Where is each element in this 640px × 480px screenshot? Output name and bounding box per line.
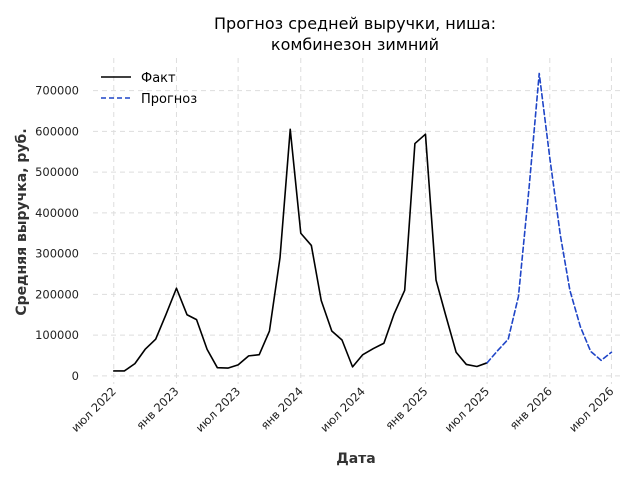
tick-labels: 0 100000 200000 300000 400000 500000 600000 700… (35, 84, 616, 435)
series-line-fact (112, 128, 488, 372)
x-tick-label: янв 2023 (133, 384, 181, 432)
y-tick-label: 700000 (35, 84, 79, 98)
legend-label: Факт (141, 71, 176, 86)
x-tick-label: июл 2024 (317, 384, 368, 435)
x-tick-label: июл 2025 (442, 384, 493, 435)
y-tick-label: 500000 (35, 165, 79, 179)
x-tick-label: янв 2025 (382, 384, 430, 432)
x-axis-label: Дата (336, 451, 375, 467)
series-line-forecast (486, 72, 613, 364)
x-tick-label: янв 2024 (258, 384, 306, 432)
y-tick-label: 300000 (35, 247, 79, 261)
legend-label: Прогноз (141, 92, 197, 107)
y-tick-label: 400000 (35, 206, 79, 220)
y-tick-label: 0 (72, 369, 79, 383)
x-tick-label: янв 2026 (507, 384, 555, 432)
y-tick-label: 200000 (35, 287, 79, 301)
grid (93, 58, 622, 384)
x-tick-label: июл 2022 (68, 384, 119, 435)
series-lines (112, 72, 613, 372)
chart-title-line-1: Прогноз средней выручки, ниша: (214, 14, 496, 33)
x-tick-label: июл 2023 (193, 384, 244, 435)
x-tick-label: июл 2026 (566, 384, 617, 435)
y-tick-label: 600000 (35, 124, 79, 138)
y-axis-label: Средняя выручка, руб. (14, 128, 30, 315)
chart-title-line-2: комбинезон зимний (271, 35, 439, 54)
y-tick-label: 100000 (35, 328, 79, 342)
legend: Факт Прогноз (101, 71, 197, 107)
